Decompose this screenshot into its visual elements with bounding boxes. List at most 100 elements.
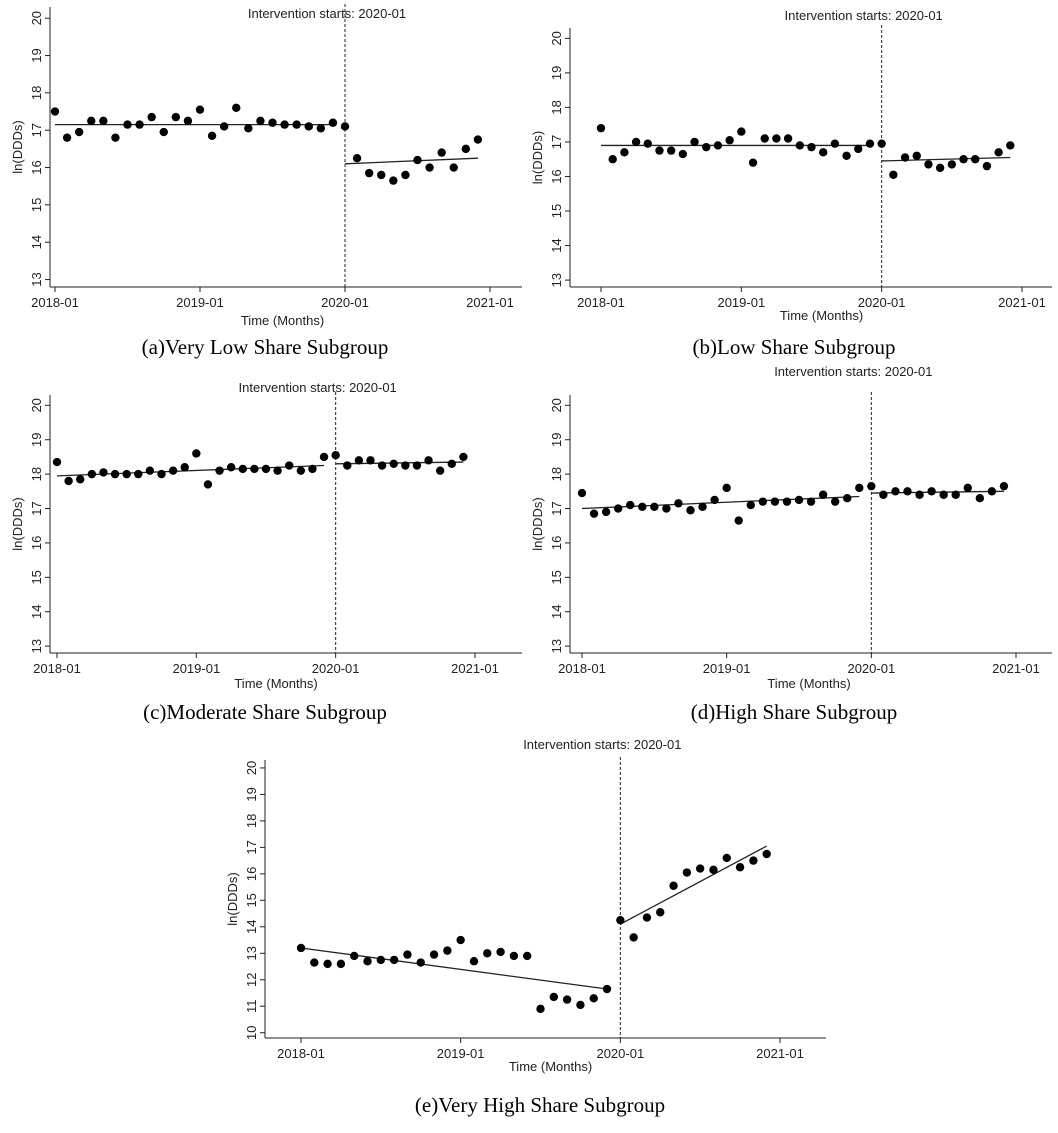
data-point [891,487,900,496]
data-point [855,483,864,493]
data-point [620,148,629,157]
data-point [99,116,108,126]
x-tick-label: 2021-01 [451,661,499,676]
y-tick-label: 15 [549,204,564,218]
y-tick-label: 15 [549,570,564,584]
data-point [674,499,683,508]
x-tick-label: 2019-01 [176,295,224,310]
data-point [818,148,828,157]
data-point [377,461,387,470]
data-point [638,502,647,511]
data-point [935,163,945,173]
y-tick-label: 14 [549,604,564,618]
data-point [795,141,805,150]
y-tick-label: 19 [549,66,564,80]
data-point [616,915,625,925]
chart-panel-a: 13 14 15 16 17 18 19 20 ln(DDDs) 2018-01 2019-01 20… [0,0,530,340]
data-point [963,483,972,493]
data-point [900,153,910,162]
data-point [134,469,143,479]
data-point [180,463,189,472]
trend-line-post [620,845,768,925]
data-point [244,124,253,133]
data-point [352,154,362,163]
chart-b-svg: 13 14 15 16 17 18 19 20 ln(DDDs) 2018-01 2019-01 20… [530,8,1052,323]
data-point [449,163,458,172]
data-point [994,148,1003,157]
y-tick-label: 11 [244,999,259,1013]
x-axis-label: Time (Months) [767,676,850,691]
data-point [794,495,804,505]
trend-line-post [871,490,1004,494]
data-point [425,163,434,172]
data-point [806,497,816,506]
y-tick-label: 19 [29,48,44,62]
data-point [280,120,289,129]
data-point [698,502,707,511]
data-point [746,500,755,510]
data-point [690,137,699,147]
data-point [203,480,213,489]
data-point [389,459,398,468]
data-point [350,951,359,961]
x-tick-label: 2021-01 [756,1046,804,1061]
y-tick-label: 20 [29,11,44,25]
data-point [401,461,410,470]
data-point [168,466,178,475]
x-axis-label: Time (Months) [234,676,317,691]
data-point [642,913,652,922]
data-point [867,481,876,491]
data-point [122,469,131,479]
data-point [323,959,332,969]
data-point [710,495,719,505]
y-tick-label: 19 [29,432,44,446]
data-point [429,950,439,959]
y-tick-label: 15 [29,198,44,212]
data-point [145,466,155,475]
data-point [366,456,375,465]
data-point [613,504,623,513]
data-point [912,151,921,160]
x-tick-label: 2020-01 [596,1046,644,1061]
y-tick-label: 18 [549,100,564,114]
data-point [631,137,641,147]
data-point [389,955,399,965]
data-point [842,151,851,160]
y-tick-label: 20 [244,761,259,775]
data-point [749,856,758,865]
data-point [650,502,659,511]
data-point [915,490,924,499]
x-tick-label: 2020-01 [321,295,369,310]
x-tick-label: 2018-01 [33,661,81,676]
chart-d-svg: 13 14 15 16 17 18 19 20 ln(DDDs) 2018-01 2019-01 20… [530,364,1052,691]
data-point [215,466,224,475]
data-point [783,134,793,143]
y-tick-label: 13 [29,639,44,653]
data-point [461,144,471,154]
data-point [219,122,229,131]
data-point [999,481,1009,491]
data-point [760,134,769,143]
y-tick-label: 15 [244,893,259,907]
data-point [377,170,386,180]
y-tick-label: 17 [549,135,564,149]
y-tick-label: 20 [29,398,44,412]
data-point [87,469,97,479]
data-point [437,148,446,157]
data-point [903,487,912,496]
data-point [52,457,62,467]
data-point [192,449,201,458]
data-point [686,506,695,515]
x-tick-label: 2019-01 [437,1046,485,1061]
data-point [364,168,374,178]
data-point [469,957,479,966]
chart-panel-d: 13 14 15 16 17 18 19 20 ln(DDDs) 2018-01 2019-01 20… [530,364,1058,700]
y-tick-label: 16 [549,536,564,550]
data-point [496,947,505,957]
y-tick-label: 13 [549,639,564,653]
x-tick-label: 2020-01 [858,295,906,310]
data-point [296,943,306,953]
intervention-annotation: Intervention starts: 2020-01 [523,737,681,752]
y-tick-label: 17 [29,501,44,515]
data-point [389,176,398,185]
